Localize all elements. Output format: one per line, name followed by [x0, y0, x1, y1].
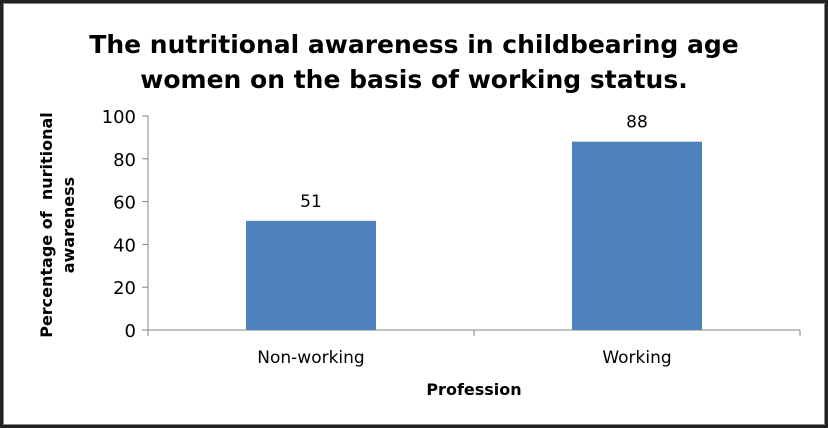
y-tick-label: 80 [113, 150, 136, 171]
bar-working [572, 141, 702, 330]
y-tick-label: 100 [102, 107, 136, 128]
y-tick-label: 20 [113, 278, 136, 299]
chart-title-line-2: women on the basis of working status. [140, 65, 687, 94]
x-tick-label: Working [602, 348, 671, 368]
data-label: 88 [626, 113, 648, 133]
y-axis-label-line-1: Percentage of nuritional [37, 112, 56, 338]
x-axis-label: Profession [426, 380, 521, 399]
chart-title-line-1: The nutritional awareness in childbearin… [89, 30, 738, 59]
y-axis-label-line-2: awareness [59, 177, 78, 273]
data-label: 51 [300, 192, 322, 212]
bar-non-working [246, 220, 376, 330]
y-tick-label: 0 [125, 321, 136, 342]
x-tick-label: Non-working [257, 348, 364, 368]
y-tick-label: 60 [113, 193, 136, 214]
y-tick-label: 40 [113, 235, 136, 256]
